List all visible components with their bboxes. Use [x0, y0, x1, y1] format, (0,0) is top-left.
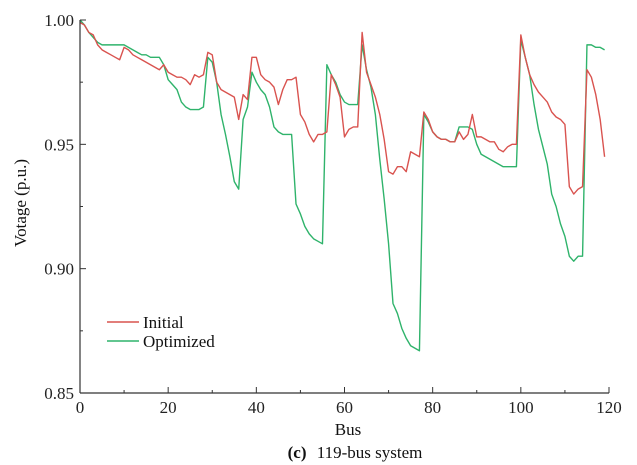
x-tick-label: 20 [160, 398, 177, 417]
y-tick-label: 1.00 [44, 11, 74, 30]
caption-label: (c) [288, 443, 307, 462]
y-tick-label: 0.85 [44, 384, 74, 403]
plot-lines [79, 19, 606, 352]
x-tick-label: 100 [508, 398, 534, 417]
x-tick-label: 120 [596, 398, 622, 417]
x-tick-label: 40 [248, 398, 265, 417]
x-axis-title: Bus [335, 420, 361, 439]
y-tick-label: 0.90 [44, 260, 74, 279]
series-initial-line [79, 21, 606, 195]
series-optimized-line [79, 19, 605, 352]
x-tick-label: 80 [424, 398, 441, 417]
axes: 0 20 40 60 80 100 120 0.85 0.90 0.95 1.00 [44, 11, 622, 417]
caption-text: 119-bus system [317, 443, 423, 462]
y-tick-label: 0.95 [44, 135, 74, 154]
y-axis-title: Votage (p.u.) [11, 159, 30, 247]
legend-label: Optimized [143, 332, 215, 351]
x-tick-label: 0 [76, 398, 85, 417]
legend-label: Initial [143, 313, 184, 332]
figure-caption: (c) 119-bus system [288, 443, 423, 462]
x-tick-label: 60 [336, 398, 353, 417]
